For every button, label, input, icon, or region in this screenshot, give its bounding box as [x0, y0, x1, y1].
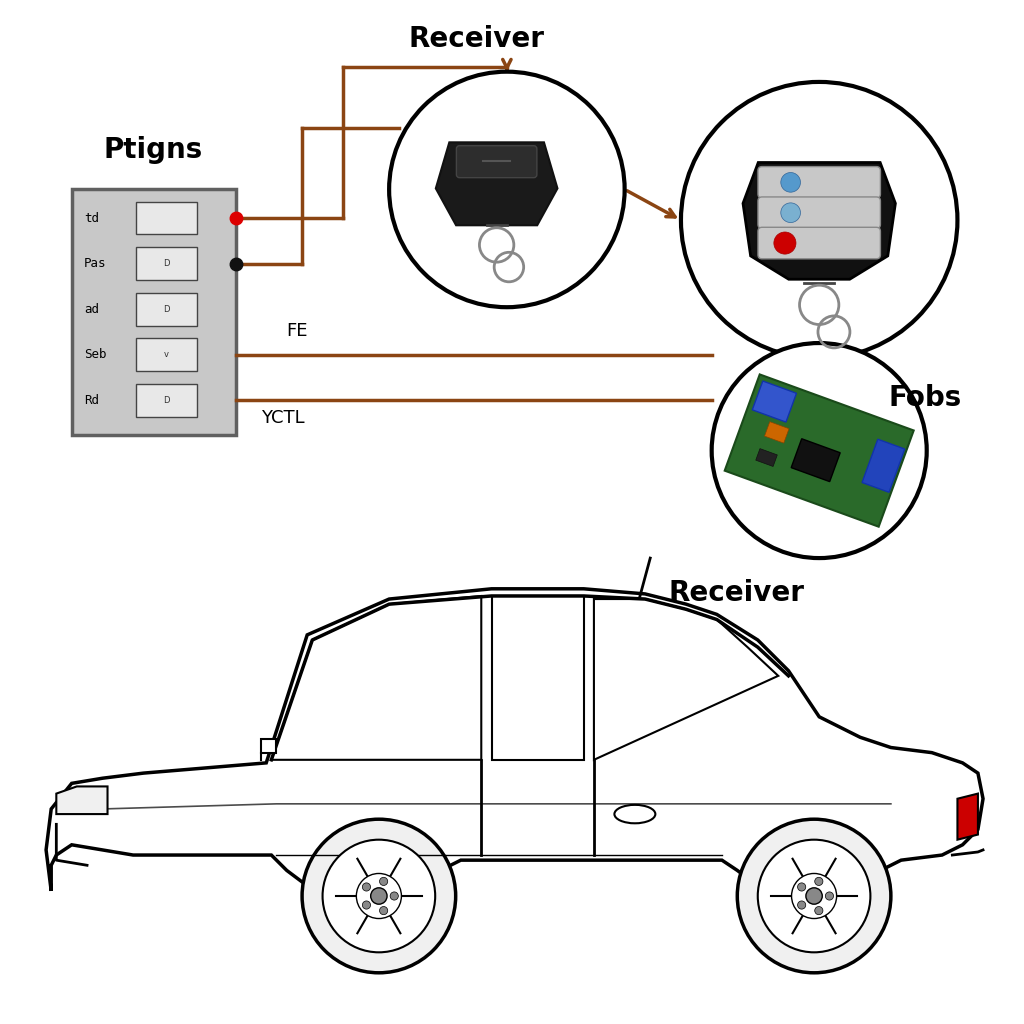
Circle shape [389, 72, 625, 307]
Circle shape [712, 343, 927, 558]
Circle shape [798, 901, 806, 909]
Circle shape [380, 906, 388, 914]
FancyBboxPatch shape [136, 202, 197, 234]
Text: FE: FE [287, 323, 308, 340]
FancyBboxPatch shape [758, 167, 881, 198]
FancyBboxPatch shape [792, 438, 841, 481]
Circle shape [302, 819, 456, 973]
FancyBboxPatch shape [753, 381, 797, 422]
Circle shape [681, 82, 957, 358]
Ellipse shape [614, 805, 655, 823]
Circle shape [825, 892, 834, 900]
Text: Receiver: Receiver [669, 579, 805, 606]
Polygon shape [436, 142, 557, 225]
Text: Rd: Rd [84, 393, 99, 407]
Circle shape [380, 878, 388, 886]
Circle shape [390, 892, 398, 900]
Circle shape [737, 819, 891, 973]
Text: YCTL: YCTL [261, 409, 305, 427]
FancyBboxPatch shape [756, 449, 777, 467]
Text: Seb: Seb [84, 348, 106, 361]
Text: Pas: Pas [84, 257, 106, 270]
Circle shape [323, 840, 435, 952]
Polygon shape [743, 163, 895, 280]
Circle shape [815, 906, 823, 914]
Polygon shape [492, 596, 584, 760]
FancyBboxPatch shape [758, 227, 881, 259]
Circle shape [362, 883, 371, 891]
Text: D: D [163, 304, 170, 313]
FancyBboxPatch shape [765, 422, 790, 443]
Circle shape [798, 883, 806, 891]
Polygon shape [261, 739, 276, 753]
FancyBboxPatch shape [725, 375, 913, 526]
Text: ad: ad [84, 303, 99, 315]
Polygon shape [594, 599, 778, 760]
Circle shape [780, 203, 801, 222]
Circle shape [806, 888, 822, 904]
Circle shape [362, 901, 371, 909]
Text: Receiver: Receiver [409, 26, 544, 53]
Circle shape [792, 873, 837, 919]
Text: v: v [164, 350, 169, 359]
Text: td: td [84, 212, 99, 224]
FancyBboxPatch shape [136, 293, 197, 326]
Text: D: D [163, 395, 170, 404]
FancyBboxPatch shape [457, 145, 537, 178]
Polygon shape [271, 596, 481, 760]
Circle shape [758, 840, 870, 952]
FancyBboxPatch shape [136, 384, 197, 417]
Text: Fobs: Fobs [889, 384, 962, 412]
FancyBboxPatch shape [136, 338, 197, 371]
Polygon shape [56, 786, 108, 814]
Circle shape [774, 232, 796, 254]
Circle shape [356, 873, 401, 919]
Polygon shape [46, 589, 983, 901]
FancyBboxPatch shape [758, 197, 881, 228]
FancyBboxPatch shape [862, 439, 905, 493]
Text: D: D [163, 259, 170, 268]
Polygon shape [957, 794, 978, 840]
Circle shape [815, 878, 823, 886]
Text: Ptigns: Ptigns [104, 136, 203, 164]
Circle shape [780, 172, 801, 193]
FancyBboxPatch shape [136, 247, 197, 280]
FancyBboxPatch shape [72, 189, 236, 435]
Circle shape [371, 888, 387, 904]
